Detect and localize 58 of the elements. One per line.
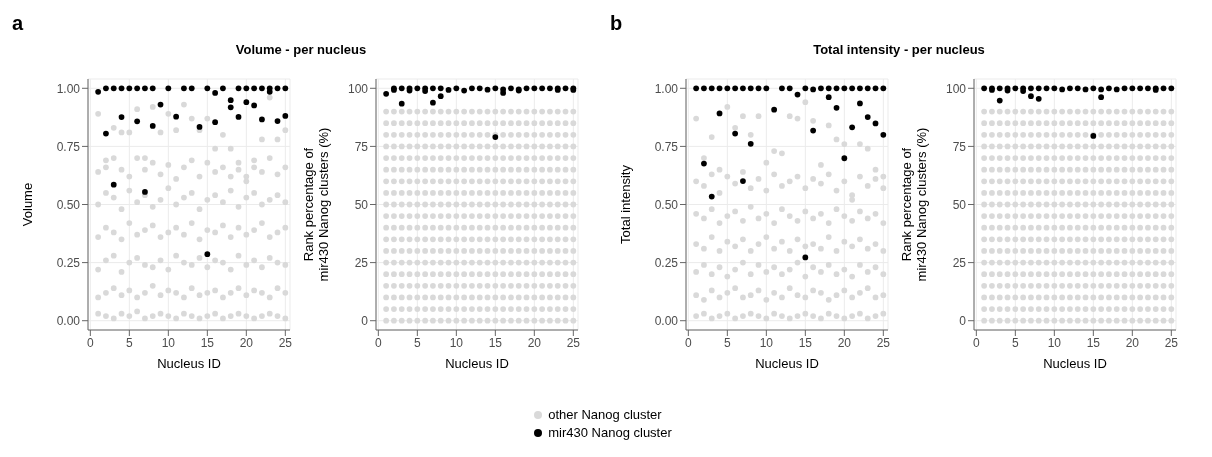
- y-tick-label: 1.00: [56, 81, 81, 96]
- x-axis-title: Nucleus ID: [157, 356, 221, 371]
- x-tick-label: 5: [413, 335, 421, 350]
- text: b: [610, 12, 623, 35]
- y-tick-label: 25: [354, 255, 369, 270]
- x-tick-label: 25: [566, 335, 581, 350]
- x-tick-label: 20: [527, 335, 542, 350]
- x-tick-label: 10: [161, 335, 176, 350]
- x-tick-label: 15: [1086, 335, 1101, 350]
- x-tick-label: 5: [1011, 335, 1019, 350]
- y-tick-label: 0.00: [56, 313, 81, 328]
- x-tick-label: 25: [1164, 335, 1179, 350]
- x-tick-label: 0: [973, 335, 980, 350]
- y-axis-title: Volume: [20, 182, 35, 227]
- y-tick-label: 1.00: [654, 81, 679, 96]
- x-tick-label: 25: [278, 335, 293, 350]
- y-tick-label: 100: [347, 81, 369, 96]
- x-tick-label: 10: [1047, 335, 1062, 350]
- x-tick-label: 15: [488, 335, 503, 350]
- y-axis-title: Rank percentage of mir430 Nanog clusters (%): [898, 127, 929, 282]
- x-tick-label: 25: [876, 335, 891, 350]
- x-tick-label: 15: [200, 335, 215, 350]
- x-tick-label: 20: [837, 335, 852, 350]
- x-axis-title: Nucleus ID: [1043, 356, 1107, 371]
- y-tick-label: 100: [945, 81, 967, 96]
- chart-title: Volume - per nucleus: [234, 42, 368, 57]
- legend-label: other Nanog cluster: [548, 406, 662, 424]
- y-tick-label: 25: [952, 255, 967, 270]
- y-tick-label: 75: [354, 139, 369, 154]
- x-axis-title: Nucleus ID: [445, 356, 509, 371]
- y-axis-title: Total intensity: [618, 164, 633, 244]
- y-tick-label: 50: [952, 197, 967, 212]
- x-tick-label: 0: [685, 335, 692, 350]
- x-tick-label: 20: [239, 335, 254, 350]
- x-tick-label: 5: [723, 335, 731, 350]
- y-tick-label: 0.50: [56, 197, 81, 212]
- y-axis-title: Rank percentage of mir430 Nanog clusters (%): [300, 127, 331, 282]
- x-tick-label: 10: [449, 335, 464, 350]
- y-tick-label: 0.25: [654, 255, 679, 270]
- x-tick-label: 15: [798, 335, 813, 350]
- y-tick-label: 75: [952, 139, 967, 154]
- legend-label: mir430 Nanog cluster: [548, 424, 672, 442]
- x-tick-label: 0: [375, 335, 382, 350]
- x-tick-label: 5: [125, 335, 133, 350]
- x-tick-label: 10: [759, 335, 774, 350]
- y-tick-label: 0.00: [654, 313, 679, 328]
- x-tick-label: 20: [1125, 335, 1140, 350]
- chart-title: Total intensity - per nucleus: [812, 42, 986, 57]
- y-tick-label: 0.50: [654, 197, 679, 212]
- y-tick-label: 0.75: [56, 139, 81, 154]
- y-tick-label: 0: [959, 313, 967, 328]
- y-tick-label: 0.75: [654, 139, 679, 154]
- x-tick-label: 0: [87, 335, 94, 350]
- x-axis-title: Nucleus ID: [755, 356, 819, 371]
- text: a: [12, 12, 24, 35]
- y-tick-label: 0: [361, 313, 369, 328]
- y-tick-label: 0.25: [56, 255, 81, 270]
- y-tick-label: 50: [354, 197, 369, 212]
